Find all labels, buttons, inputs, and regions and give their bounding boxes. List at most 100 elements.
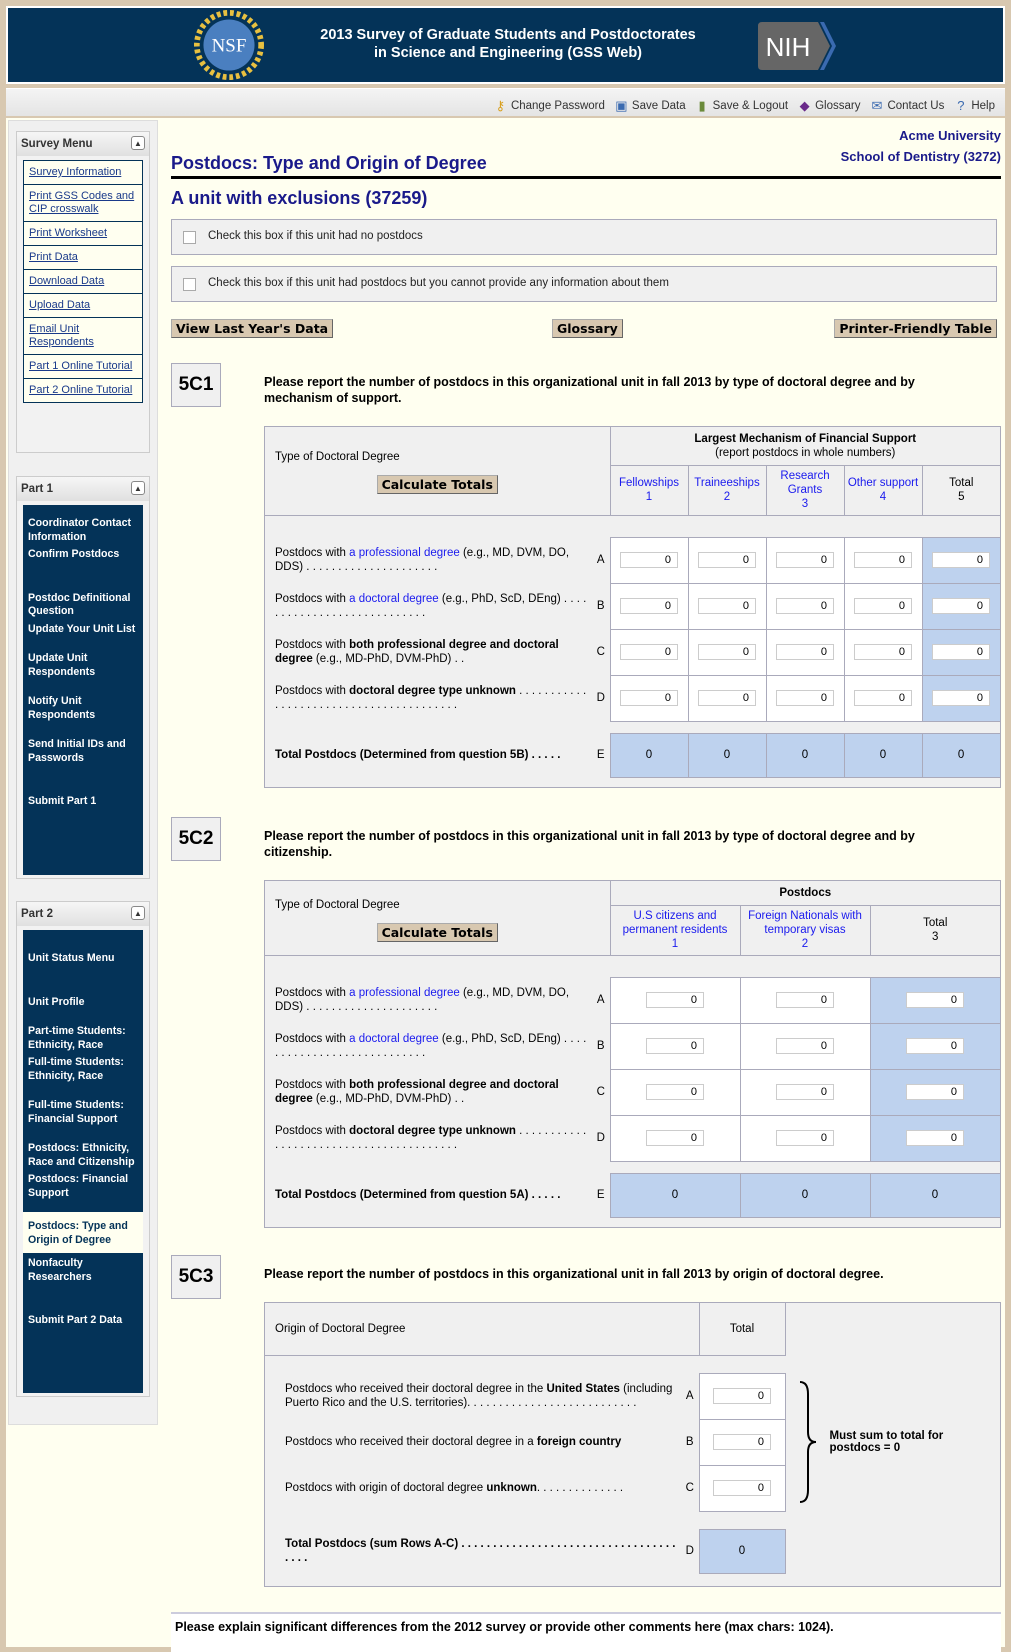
sidebar-item-full-time-students-ethnicity-race[interactable]: Full-time Students: Ethnicity, Race [28, 1056, 124, 1082]
label-text: (e.g., MD-PhD, DVM-PhD) . . [312, 653, 465, 665]
column-header-fellowships[interactable]: Fellowships 1 [609, 465, 688, 516]
row-total-field[interactable] [932, 598, 991, 614]
count-input[interactable] [776, 552, 834, 568]
count-input[interactable] [646, 1038, 704, 1054]
count-input[interactable] [776, 1038, 834, 1054]
column-total: 0 [609, 1172, 741, 1218]
row-total-field[interactable] [932, 644, 991, 660]
sidebar-item-print-worksheet[interactable]: Print Worksheet [24, 222, 142, 246]
row-total-field[interactable] [906, 1038, 964, 1054]
count-input[interactable] [776, 1084, 834, 1100]
collapse-icon[interactable]: ▲ [131, 481, 145, 495]
row-total-field[interactable] [932, 690, 991, 706]
row-total-field[interactable] [906, 1130, 964, 1146]
count-input[interactable] [776, 690, 834, 706]
glossary-term-link[interactable]: a doctoral degree [349, 1033, 439, 1045]
count-input[interactable] [620, 552, 678, 568]
sidebar-item-email-unit-respondents[interactable]: Email Unit Respondents [24, 318, 142, 355]
count-input[interactable] [646, 1130, 704, 1146]
page-body: Survey Menu ▲ Survey Information Print GSS… [6, 118, 1005, 1652]
glossary-term-link[interactable]: a professional degree [349, 547, 460, 559]
row-label: Postdocs with a doctoral degree (e.g., P… [265, 1023, 592, 1069]
sidebar-item-print-gss-codes-and-cip-crosswalk[interactable]: Print GSS Codes and CIP crosswalk [24, 185, 142, 222]
column-total: 0 [687, 732, 767, 778]
no-info-checkbox[interactable] [183, 278, 196, 291]
column-header-traineeships[interactable]: Traineeships 2 [687, 465, 766, 516]
count-input[interactable] [854, 644, 912, 660]
printer-friendly-button[interactable]: Printer-Friendly Table [834, 319, 997, 338]
row-header: Type of Doctoral Degree [275, 899, 400, 911]
count-input[interactable] [713, 1388, 771, 1404]
column-header-other-support[interactable]: Other support 4 [843, 465, 922, 516]
sidebar-item-unit-profile[interactable]: Unit Profile [28, 995, 85, 1008]
count-input[interactable] [646, 992, 704, 1008]
save-data-link[interactable]: ▣ Save Data [615, 98, 686, 113]
sidebar-item-part-time-students-ethnicity-race[interactable]: Part-time Students: Ethnicity, Race [28, 1025, 126, 1051]
sidebar-item-postdocs-type-and-origin-of-degree[interactable]: Postdocs: Type and Origin of Degree [23, 1212, 143, 1253]
glossary-button[interactable]: Glossary [552, 319, 623, 338]
sidebar-item-notify-unit-respondents[interactable]: Notify Unit Respondents [28, 695, 96, 721]
save-logout-link[interactable]: ▮ Save & Logout [695, 95, 789, 116]
sidebar-item-nonfaculty-researchers[interactable]: Nonfaculty Researchers [28, 1257, 92, 1283]
help-link[interactable]: ? Help [953, 95, 995, 116]
count-input[interactable] [713, 1480, 771, 1496]
sidebar-item-submit-part-2-data[interactable]: Submit Part 2 Data [28, 1314, 123, 1326]
glossary-term-link[interactable]: a professional degree [349, 987, 460, 999]
row-total-field[interactable] [932, 552, 991, 568]
sidebar-item-unit-status-menu[interactable]: Unit Status Menu [28, 952, 115, 964]
count-input[interactable] [698, 690, 756, 706]
sidebar-item-postdoc-definitional-question[interactable]: Postdoc Definitional Question [28, 591, 131, 618]
sidebar-item-confirm-postdocs[interactable]: Confirm Postdocs [28, 548, 120, 560]
row-letter: E [596, 749, 605, 761]
count-input[interactable] [698, 552, 756, 568]
count-input[interactable] [620, 690, 678, 706]
sidebar-item-download-data[interactable]: Download Data [24, 270, 142, 294]
count-input[interactable] [620, 644, 678, 660]
count-input[interactable] [854, 598, 912, 614]
sidebar-item-full-time-students-financial-support[interactable]: Full-time Students: Financial Support [28, 1099, 124, 1125]
count-input[interactable] [776, 1130, 834, 1146]
sidebar-item-send-initial-ids-and-passwords[interactable]: Send Initial IDs and Passwords [28, 738, 126, 764]
label-text: United States [546, 1383, 620, 1395]
column-header-research-grants[interactable]: Research Grants 3 [765, 465, 844, 516]
glossary-link[interactable]: ◆ Glossary [797, 95, 861, 116]
total-row-label: Total Postdocs (Determined from question… [275, 749, 561, 761]
collapse-icon[interactable]: ▲ [131, 136, 145, 150]
sidebar-item-upload-data[interactable]: Upload Data [24, 294, 142, 318]
sidebar-item-print-data[interactable]: Print Data [24, 246, 142, 270]
count-input[interactable] [698, 644, 756, 660]
collapse-icon[interactable]: ▲ [131, 906, 145, 920]
sidebar-item-update-unit-respondents[interactable]: Update Unit Respondents [28, 652, 96, 678]
sidebar-item-postdocs-financial-support[interactable]: Postdocs: Financial Support [28, 1173, 129, 1199]
label-text: Postdocs with origin of doctoral degree [285, 1482, 487, 1494]
count-input[interactable] [776, 992, 834, 1008]
row-label: Postdocs with origin of doctoral degree … [265, 1465, 681, 1511]
sidebar-item-update-your-unit-list[interactable]: Update Your Unit List [28, 622, 136, 635]
sidebar-item-postdocs-ethnicity-race-and-citizenship[interactable]: Postdocs: Ethnicity, Race and Citizenshi… [28, 1142, 135, 1168]
column-header-u-s-citizens-and-permanent-residents[interactable]: U.S citizens and permanent residents 1 [609, 905, 740, 956]
sidebar-item-part-1-online-tutorial[interactable]: Part 1 Online Tutorial [24, 355, 142, 379]
row-total-field[interactable] [906, 1084, 964, 1100]
no-postdocs-checkbox[interactable] [183, 231, 196, 244]
sidebar-item-submit-part-1[interactable]: Submit Part 1 [28, 795, 97, 807]
sidebar-item-part-2-online-tutorial[interactable]: Part 2 Online Tutorial [29, 384, 133, 396]
row-total-field[interactable] [906, 992, 964, 1008]
sidebar-item-coordinator-contact-information[interactable]: Coordinator Contact Information [28, 517, 131, 543]
glossary-term-link[interactable]: a doctoral degree [349, 593, 439, 605]
count-input[interactable] [713, 1434, 771, 1450]
calculate-totals-button[interactable]: Calculate Totals [376, 923, 498, 942]
count-input[interactable] [854, 552, 912, 568]
count-input[interactable] [776, 644, 834, 660]
count-input[interactable] [698, 598, 756, 614]
calculate-totals-button[interactable]: Calculate Totals [376, 475, 498, 494]
count-input[interactable] [776, 598, 834, 614]
contact-us-link[interactable]: ✉ Contact Us [869, 95, 945, 116]
change-password-link[interactable]: ⚷ Change Password [493, 95, 605, 116]
count-input[interactable] [854, 690, 912, 706]
page-title: Postdocs: Type and Origin of Degree [171, 153, 1001, 179]
sidebar-item-survey-information[interactable]: Survey Information [24, 161, 142, 185]
view-last-year-button[interactable]: View Last Year's Data [171, 319, 334, 338]
count-input[interactable] [646, 1084, 704, 1100]
count-input[interactable] [620, 598, 678, 614]
column-header-foreign-nationals-with-temporary-visas[interactable]: Foreign Nationals with temporary visas 2 [739, 905, 870, 956]
